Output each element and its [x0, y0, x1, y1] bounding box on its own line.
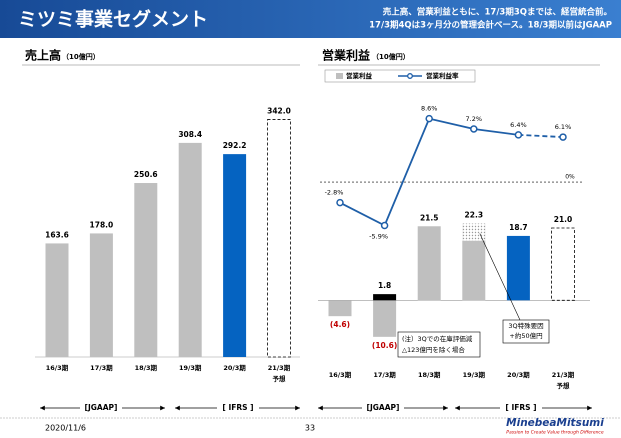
chart-unit: （10億円）: [62, 52, 100, 61]
x-tick-label: 16/3期: [46, 363, 69, 372]
bar: [506, 235, 530, 301]
value-label: 163.6: [45, 230, 69, 239]
note-text: (注）3Qでの在庫評価減: [402, 334, 473, 343]
header-note: 17/3期4Qは3ヶ月分の管理会計ベース。18/3期以前はJGAAP: [369, 20, 612, 31]
legend-label: 営業利益率: [426, 71, 459, 80]
note-box: [502, 319, 550, 344]
value-label: 7.2%: [466, 115, 483, 123]
line-marker: [425, 114, 433, 123]
bar: [373, 300, 397, 337]
note-text: 3Q特殊要因: [508, 321, 543, 330]
zero-label: 0%: [565, 174, 575, 181]
header-bar: [0, 0, 621, 38]
value-label: -2.8%: [325, 189, 344, 197]
x-tick-label: 19/3期: [463, 370, 486, 379]
bar: [89, 233, 113, 357]
tagline: Passion to Create Value through Differen…: [506, 430, 604, 436]
line-series: [518, 133, 564, 138]
x-tick-label: 21/3期: [552, 370, 575, 379]
bar: [45, 243, 69, 357]
line-marker: [336, 198, 344, 207]
value-label: 1.8: [378, 281, 391, 290]
label-bg: [80, 403, 122, 413]
value-label: 22.3: [465, 211, 484, 220]
bar: [328, 300, 352, 317]
value-label: 18.7: [509, 223, 528, 232]
value-label: -5.9%: [369, 232, 388, 240]
period-label: [ IFRS ]: [222, 403, 253, 412]
label-bg: [217, 403, 259, 413]
header-note: 売上高、営業利益ともに、17/3期3Qまでは、経営統合前。: [382, 7, 612, 18]
x-tick-label: 20/3期: [223, 363, 246, 372]
value-label: 6.4%: [510, 121, 527, 129]
value-label: (4.6): [330, 320, 350, 329]
value-label: 178.0: [90, 220, 114, 229]
x-tick-label: 18/3期: [418, 370, 441, 379]
bar: [267, 119, 291, 358]
chart-unit: （10億円）: [372, 52, 410, 61]
accounting-periods: [JGAAP] [ IFRS ] [JGAAP] [ IFRS ]: [40, 403, 592, 413]
bar: [462, 223, 486, 301]
bar: [551, 227, 575, 301]
line-marker: [470, 125, 478, 133]
line-marker: [514, 131, 523, 139]
page-number: 33: [305, 424, 315, 433]
value-label: (10.6): [372, 341, 397, 350]
period-label: [JGAAP]: [367, 403, 400, 412]
legend-swatch: [336, 73, 343, 79]
chart-title: 売上高: [25, 48, 61, 63]
x-tick-label: 17/3期: [373, 370, 396, 379]
x-tick-label: 17/3期: [90, 363, 113, 372]
x-tick-note: 予想: [557, 381, 571, 390]
value-label: 8.6%: [421, 105, 438, 113]
x-tick-note: 予想: [273, 374, 287, 383]
period-label: [ IFRS ]: [505, 403, 536, 412]
legend-label: 営業利益: [346, 71, 373, 80]
slide-title: ミツミ事業セグメント: [18, 8, 208, 31]
value-label: 21.5: [420, 213, 439, 222]
note-text: △123億円を除く場合: [402, 345, 465, 354]
x-tick-label: 21/3期: [268, 363, 291, 372]
legend-marker: [407, 73, 413, 79]
value-label: 308.4: [178, 130, 202, 139]
bar: [223, 154, 247, 357]
adjusted-bar: [373, 294, 397, 301]
callout-leader: [479, 233, 521, 321]
value-label: 6.1%: [555, 123, 572, 131]
chart-title: 営業利益: [322, 48, 370, 63]
label-bg: [362, 403, 404, 413]
x-tick-label: 20/3期: [507, 370, 530, 379]
value-label: 292.2: [223, 141, 247, 150]
bar: [417, 226, 441, 301]
value-label: 250.6: [134, 170, 158, 179]
logo: MinebeaMitsumi: [506, 417, 604, 429]
label-bg: [500, 403, 542, 413]
period-label: [JGAAP]: [85, 403, 118, 412]
line-marker: [559, 133, 567, 141]
x-tick-label: 19/3期: [179, 363, 202, 372]
value-label: 21.0: [554, 215, 573, 224]
special-part: [462, 223, 486, 241]
line-marker: [380, 221, 389, 230]
x-tick-label: 18/3期: [135, 363, 158, 372]
footer-date: 2020/11/6: [45, 424, 86, 433]
note-box: [397, 331, 481, 358]
value-label: 342.0: [267, 107, 291, 116]
bar: [134, 183, 158, 357]
line-series: [339, 117, 519, 227]
x-tick-label: 16/3期: [329, 370, 352, 379]
note-text: +約50億円: [509, 331, 542, 340]
bar: [178, 142, 202, 357]
